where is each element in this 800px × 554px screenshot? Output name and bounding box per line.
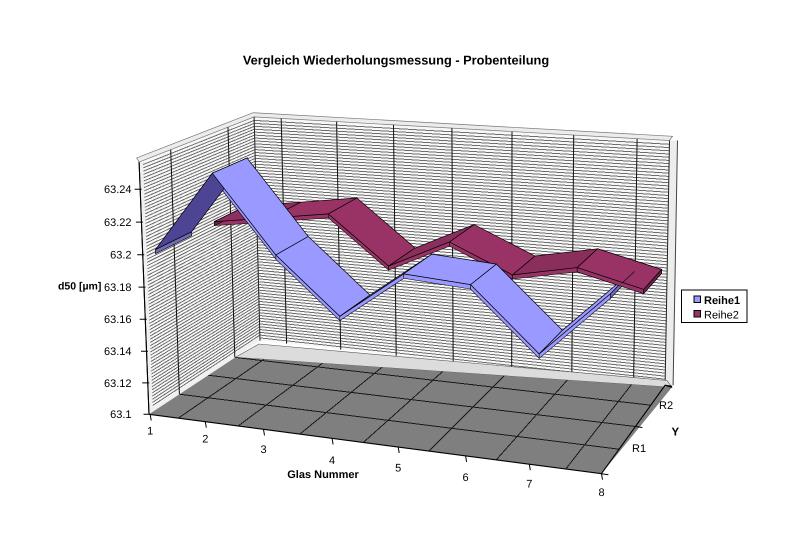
svg-text:7: 7	[526, 478, 532, 490]
svg-text:63.14: 63.14	[104, 346, 132, 358]
svg-text:Vergleich Wiederholungsmessung: Vergleich Wiederholungsmessung - Probent…	[243, 53, 549, 68]
svg-text:R1: R1	[632, 443, 646, 455]
svg-text:Glas Nummer: Glas Nummer	[287, 469, 359, 481]
svg-text:8: 8	[598, 487, 604, 499]
svg-text:5: 5	[395, 462, 401, 474]
svg-text:4: 4	[329, 455, 335, 467]
svg-text:6: 6	[463, 472, 469, 484]
svg-text:63.1: 63.1	[110, 409, 131, 421]
svg-text:63.12: 63.12	[104, 378, 132, 390]
svg-text:Reihe1: Reihe1	[704, 295, 740, 307]
svg-text:63.22: 63.22	[104, 217, 132, 229]
svg-text:d50 [µm]: d50 [µm]	[58, 281, 101, 293]
svg-text:2: 2	[202, 434, 208, 446]
svg-text:1: 1	[147, 426, 153, 438]
svg-text:63.24: 63.24	[104, 184, 132, 196]
svg-text:R2: R2	[659, 400, 673, 412]
svg-text:63.16: 63.16	[104, 314, 132, 326]
svg-text:63.2: 63.2	[110, 250, 131, 262]
svg-text:Y: Y	[672, 427, 680, 439]
svg-text:3: 3	[260, 444, 266, 456]
svg-text:Reihe2: Reihe2	[704, 310, 739, 322]
svg-text:63.18: 63.18	[104, 282, 132, 294]
